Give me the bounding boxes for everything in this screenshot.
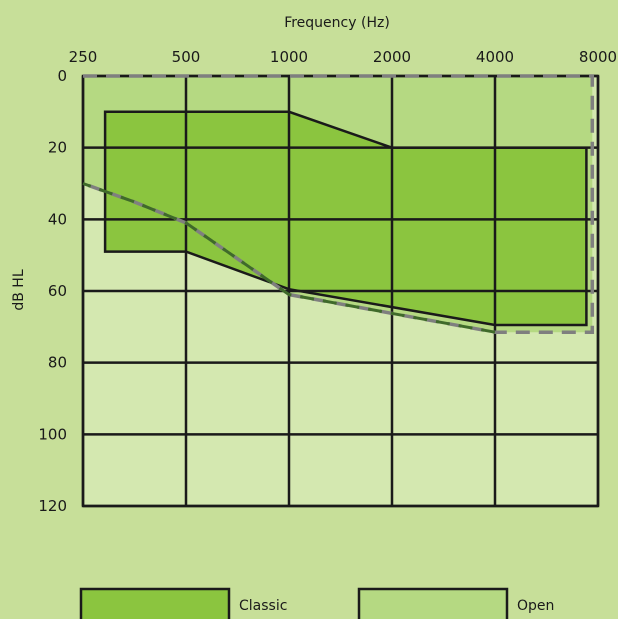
y-tick-label: 80: [48, 354, 67, 372]
x-tick-label: 2000: [373, 48, 411, 66]
legend-swatch: [79, 587, 231, 619]
y-axis-title: dB HL: [11, 269, 27, 310]
y-tick-label: 120: [38, 497, 67, 515]
y-tick-label: 60: [48, 282, 67, 300]
x-axis-title: Frequency (Hz): [284, 15, 390, 31]
legend-label: Classic: [239, 598, 287, 614]
legend-swatch: [357, 587, 509, 619]
x-tick-label: 250: [69, 48, 98, 66]
legend-label: Open: [517, 598, 554, 614]
y-tick-label: 0: [57, 67, 67, 85]
y-tick-label: 20: [48, 139, 67, 157]
x-tick-label: 1000: [270, 48, 308, 66]
series-open-outline-lower: [82, 182, 496, 334]
x-tick-label: 4000: [476, 48, 514, 66]
x-tick-label: 8000: [579, 48, 617, 66]
series-classic-outline: [103, 110, 588, 327]
y-tick-label: 40: [48, 210, 67, 228]
y-tick-label: 100: [38, 425, 67, 443]
x-tick-label: 500: [172, 48, 201, 66]
